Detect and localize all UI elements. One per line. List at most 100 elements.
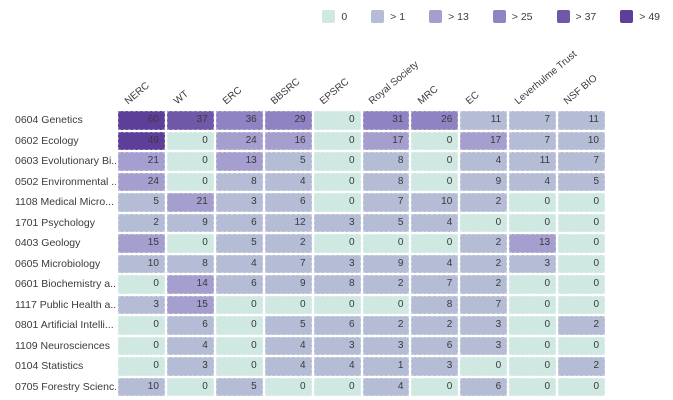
- heatmap-cell: 3: [460, 336, 508, 355]
- row-label: 0801 Artificial Intelli...: [0, 316, 116, 335]
- row-label: 0603 Evolutionary Bi...: [0, 152, 116, 171]
- heatmap-cell: 4: [460, 152, 508, 171]
- heatmap-cell: 3: [215, 193, 263, 212]
- heatmap-cell: 0: [558, 193, 605, 212]
- legend-item-3[interactable]: > 25: [492, 10, 533, 23]
- heatmap-cell: 0: [460, 213, 508, 232]
- heatmap-cell: 0: [509, 336, 557, 355]
- heatmap-cell: 24: [118, 172, 165, 191]
- heatmap-cell: 4: [313, 357, 361, 376]
- heatmap-cell: 2: [460, 254, 508, 273]
- heatmap-cell: 0: [166, 172, 214, 191]
- heatmap-cell: 8: [313, 275, 361, 294]
- legend-item-1[interactable]: > 1: [371, 10, 405, 23]
- heatmap-cell: 6: [215, 275, 263, 294]
- heatmap-cell: 15: [118, 234, 165, 253]
- row-label: 0604 Genetics: [0, 111, 116, 130]
- heatmap-cell: 2: [362, 316, 410, 335]
- heatmap-cell: 2: [460, 234, 508, 253]
- row-label: 0602 Ecology: [0, 131, 116, 150]
- row-label: 0104 Statistics: [0, 357, 116, 376]
- heatmap-cell: 0: [558, 234, 605, 253]
- heatmap-cell: 16: [264, 131, 312, 150]
- heatmap-cell: 14: [166, 275, 214, 294]
- heatmap-cell: 4: [362, 377, 410, 396]
- heatmap-cell: 2: [558, 357, 605, 376]
- legend-item-2[interactable]: > 13: [429, 10, 469, 23]
- heatmap-cell: 5: [215, 377, 263, 396]
- column-header-wt: WT: [171, 88, 191, 107]
- row-label: 1109 Neurosciences: [0, 336, 116, 355]
- heatmap-cell: 6: [460, 377, 508, 396]
- heatmap-cell: 6: [215, 213, 263, 232]
- heatmap-cell: 0: [166, 131, 214, 150]
- legend-swatch-icon: [429, 10, 443, 23]
- row-label: 1701 Psychology: [0, 213, 116, 232]
- heatmap-cell: 2: [118, 213, 165, 232]
- heatmap-cell: 5: [264, 316, 312, 335]
- heatmap-cell: 10: [411, 193, 459, 212]
- heatmap-cell: 3: [411, 357, 459, 376]
- legend-item-label: > 25: [511, 10, 533, 23]
- heatmap-cell: 11: [509, 152, 557, 171]
- heatmap-cell: 21: [166, 193, 214, 212]
- heatmap-cell: 5: [264, 152, 312, 171]
- heatmap-cell: 37: [166, 111, 214, 130]
- heatmap-cell: 7: [509, 111, 557, 130]
- heatmap-cell: 11: [460, 111, 508, 130]
- heatmap-cell: 0: [313, 152, 361, 171]
- column-header-erc: ERC: [220, 84, 244, 107]
- heatmap-cell: 0: [558, 254, 605, 273]
- heatmap-cell: 3: [460, 316, 508, 335]
- heatmap-cell: 0: [313, 377, 361, 396]
- legend-item-0[interactable]: 0: [322, 10, 347, 23]
- column-header-mrc: MRC: [415, 83, 440, 107]
- heatmap-cell: 1: [362, 357, 410, 376]
- heatmap-cell: 0: [509, 357, 557, 376]
- heatmap-cell: 5: [118, 193, 165, 212]
- heatmap-cell: 9: [264, 275, 312, 294]
- heatmap-cell: 6: [264, 193, 312, 212]
- heatmap-cell: 0: [509, 377, 557, 396]
- heatmap-cell: 0: [264, 295, 312, 314]
- heatmap-cell: 0: [313, 131, 361, 150]
- heatmap-cell: 6: [411, 336, 459, 355]
- heatmap-cell: 0: [313, 193, 361, 212]
- heatmap-cell: 0: [215, 357, 263, 376]
- heatmap-cell: 10: [118, 254, 165, 273]
- heatmap-cell: 17: [362, 131, 410, 150]
- heatmap-cell: 3: [166, 357, 214, 376]
- heatmap-cell: 0: [509, 295, 557, 314]
- heatmap-cell: 4: [166, 336, 214, 355]
- heatmap-cell: 3: [313, 213, 361, 232]
- heatmap-cell: 8: [215, 172, 263, 191]
- heatmap-cell: 10: [118, 377, 165, 396]
- legend-swatch-icon: [371, 10, 385, 23]
- heatmap-cell: 12: [264, 213, 312, 232]
- heatmap-cell: 8: [166, 254, 214, 273]
- heatmap-cell: 5: [215, 234, 263, 253]
- heatmap-cell: 0: [362, 295, 410, 314]
- heatmap-cell: 4: [264, 336, 312, 355]
- heatmap-cell: 8: [362, 172, 410, 191]
- heatmap-cell: 0: [166, 377, 214, 396]
- legend-item-label: > 13: [448, 10, 469, 23]
- heatmap-cell: 8: [362, 152, 410, 171]
- legend-item-5[interactable]: > 49: [620, 10, 660, 23]
- heatmap-cell: 0: [215, 295, 263, 314]
- heatmap-cell: 9: [166, 213, 214, 232]
- heatmap-cell: 6: [313, 316, 361, 335]
- column-header-ec: EC: [464, 89, 482, 107]
- row-label: 1117 Public Health a...: [0, 295, 116, 314]
- heatmap-cell: 11: [558, 111, 605, 130]
- heatmap-cell: 0: [509, 275, 557, 294]
- heatmap-cell: 0: [460, 357, 508, 376]
- heatmap-cell: 49: [118, 131, 165, 150]
- heatmap-cell: 21: [118, 152, 165, 171]
- heatmap-cell: 0: [509, 193, 557, 212]
- legend-swatch-icon: [322, 10, 336, 23]
- heatmap-cell: 15: [166, 295, 214, 314]
- legend-item-4[interactable]: > 37: [556, 10, 596, 23]
- heatmap-cell: 2: [558, 316, 605, 335]
